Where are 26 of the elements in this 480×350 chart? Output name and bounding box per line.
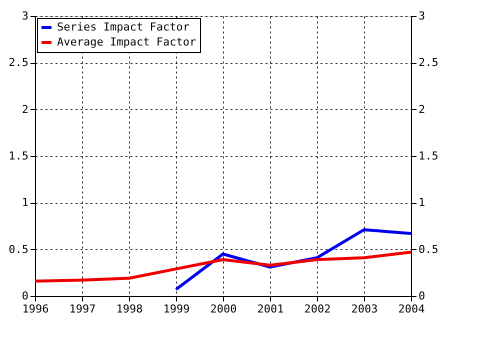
y2-tick-label: 3: [418, 10, 426, 22]
x-tick-label: 1998: [116, 302, 143, 316]
y2-tick-label: 0: [418, 290, 426, 302]
x-tick-label: 1996: [22, 302, 49, 316]
y-tick-label: 2: [22, 102, 28, 116]
y2-tick-label: 0.5: [418, 242, 438, 256]
y2-tick-label: 2.5: [418, 56, 438, 70]
y2-tick-label: 1: [418, 196, 426, 210]
y-tick-label: 3: [22, 10, 28, 22]
x-tick-label: 1997: [69, 302, 96, 316]
y-tick-label: 1.5: [8, 150, 28, 162]
x-tick-label: 2002: [304, 302, 331, 316]
y-tick-label: 0: [22, 290, 28, 302]
y2-tick-label: 2: [418, 102, 426, 116]
line-series: [34, 250, 412, 283]
x-tick-label: 2000: [210, 302, 237, 316]
legend-label: Average Impact Factor: [57, 36, 196, 48]
y-tick-label: 2.5: [8, 56, 28, 70]
x-tick-label: 1999: [163, 302, 190, 316]
legend-label: Series Impact Factor: [57, 20, 190, 34]
y-tick-label: 0.5: [8, 242, 28, 256]
x-tick-label: 2001: [257, 302, 284, 316]
y2-tick-label: 1.5: [418, 150, 438, 162]
y-tick-label: 1: [22, 196, 28, 210]
x-tick-label: 2003: [351, 302, 378, 316]
x-tick-label: 2004: [398, 302, 426, 316]
